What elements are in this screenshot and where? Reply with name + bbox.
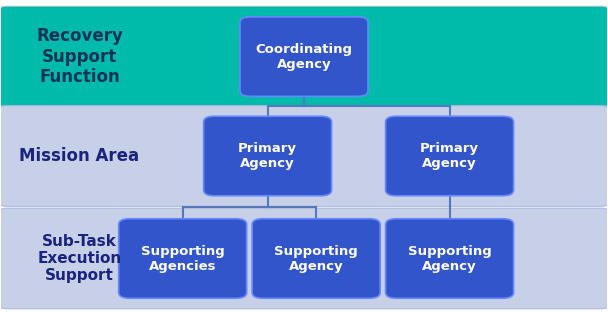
Text: Supporting
Agency: Supporting Agency (408, 245, 491, 272)
Text: Supporting
Agency: Supporting Agency (274, 245, 358, 272)
FancyBboxPatch shape (252, 219, 380, 298)
FancyBboxPatch shape (0, 106, 608, 206)
Text: Mission Area: Mission Area (19, 147, 140, 165)
FancyBboxPatch shape (240, 17, 368, 96)
Text: Recovery
Support
Function: Recovery Support Function (36, 27, 123, 86)
Text: Primary
Agency: Primary Agency (238, 142, 297, 170)
FancyBboxPatch shape (119, 219, 247, 298)
FancyBboxPatch shape (0, 6, 608, 107)
FancyBboxPatch shape (0, 208, 608, 309)
Text: Sub-Task
Execution
Support: Sub-Task Execution Support (38, 234, 122, 283)
Text: Primary
Agency: Primary Agency (420, 142, 479, 170)
FancyBboxPatch shape (385, 116, 514, 196)
FancyBboxPatch shape (385, 219, 514, 298)
Text: Supporting
Agencies: Supporting Agencies (141, 245, 224, 272)
FancyBboxPatch shape (204, 116, 331, 196)
Text: Coordinating
Agency: Coordinating Agency (255, 43, 353, 71)
